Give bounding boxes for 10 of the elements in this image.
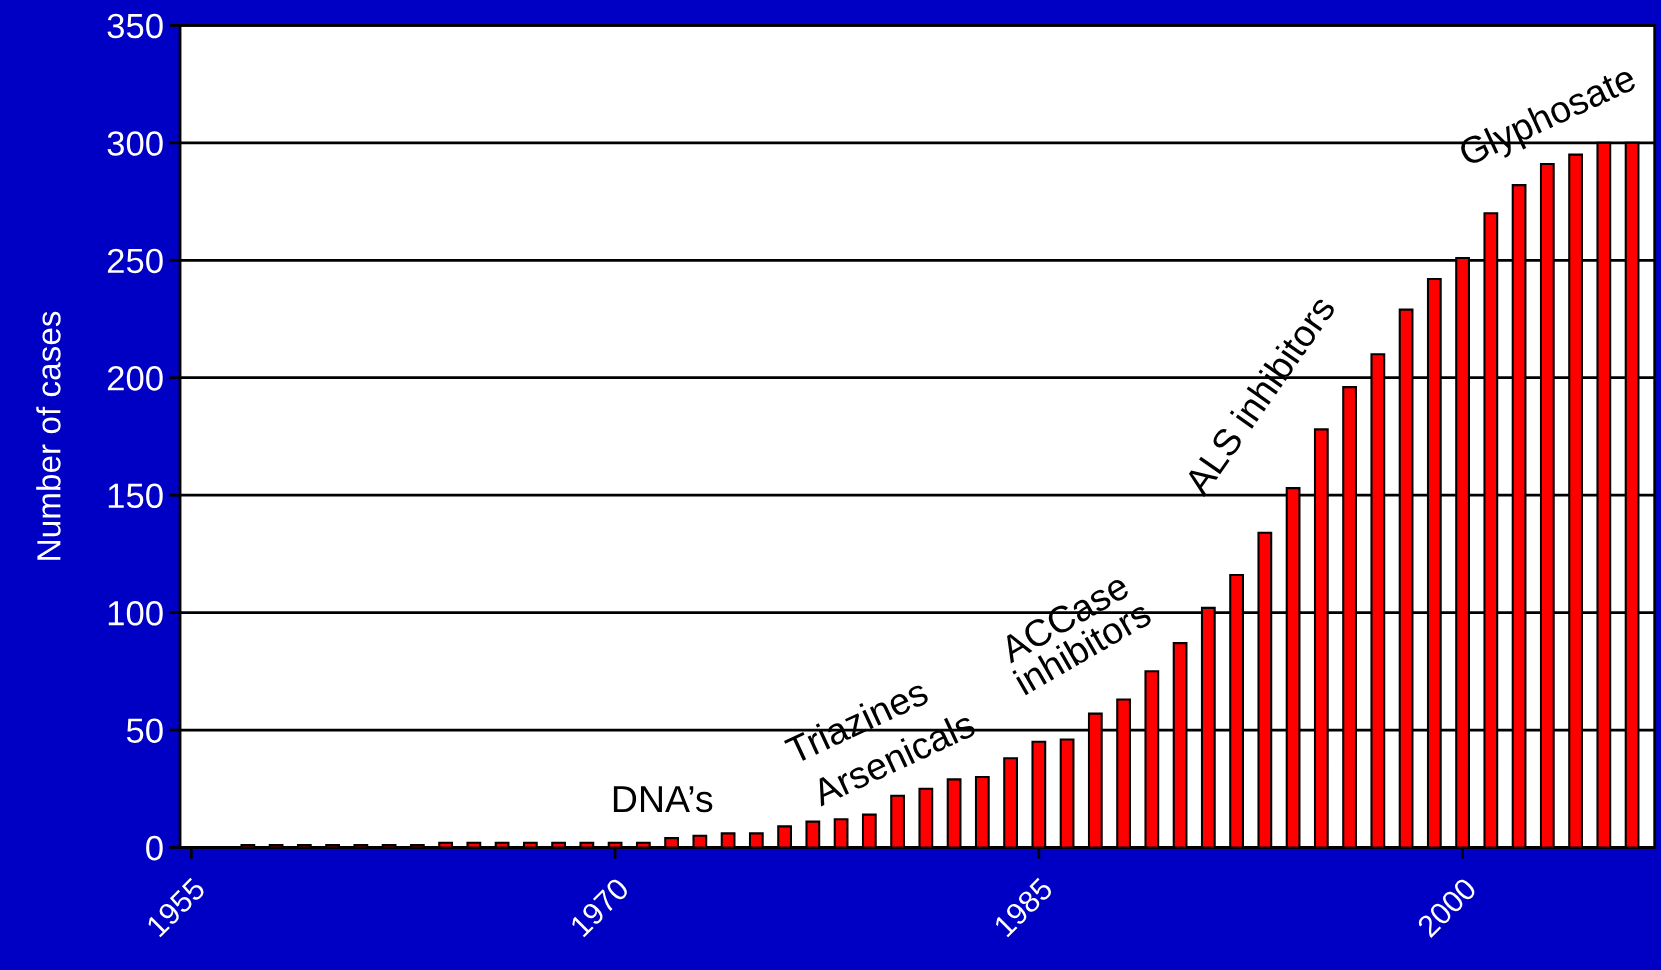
y-tick-label: 150 <box>108 483 163 509</box>
y-tick-label: 250 <box>107 248 163 274</box>
y-tick-label: 100 <box>108 600 163 626</box>
y-tick-label: 0 <box>146 835 163 861</box>
annotation: DNA’s <box>613 786 713 813</box>
y-tick-label: 300 <box>107 131 163 156</box>
y-tick-label: 50 <box>126 718 163 743</box>
y-tick-label: 350 <box>107 13 163 39</box>
y-axis-title: Number of cases <box>36 311 61 560</box>
y-tick-label: 200 <box>107 366 163 391</box>
